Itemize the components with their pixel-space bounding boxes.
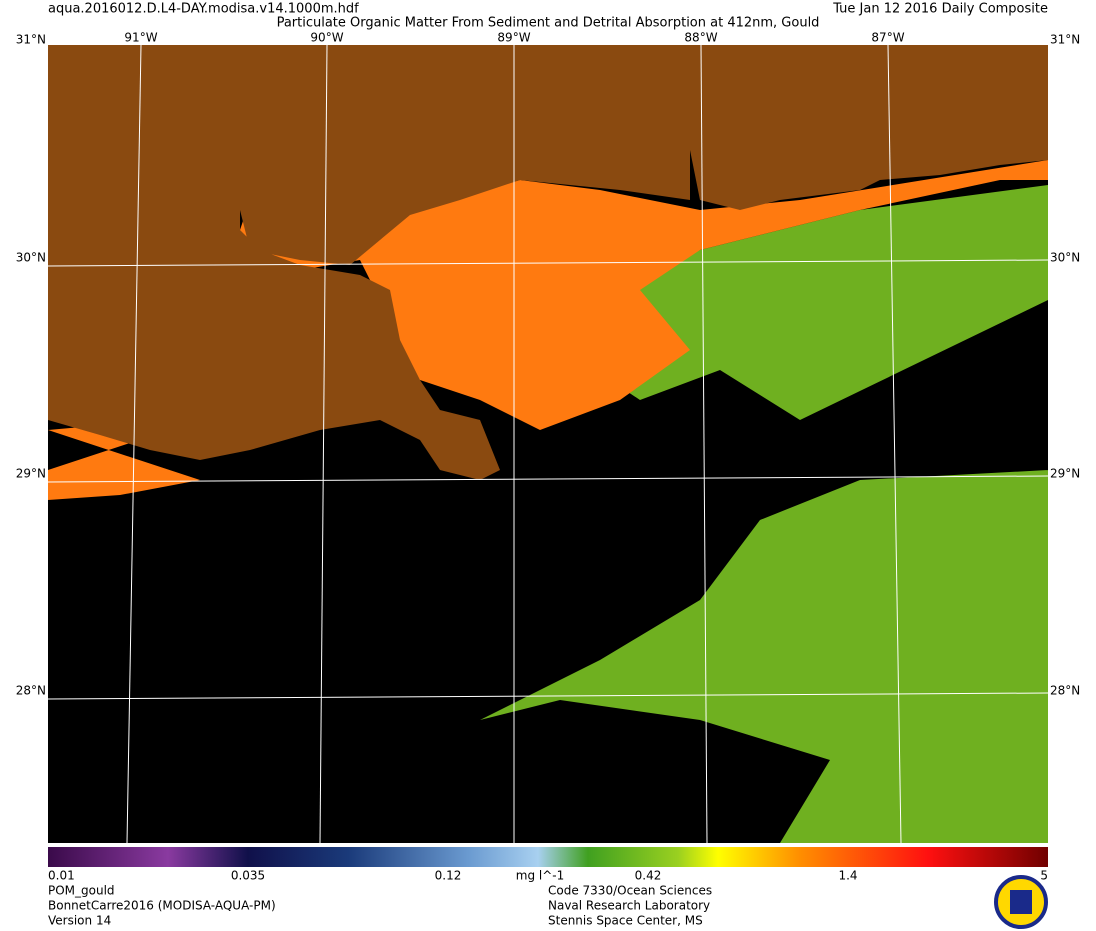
lat-line (47, 475, 1049, 483)
colorbar-tick-label: 0.035 (231, 869, 265, 883)
land (48, 45, 1048, 480)
lat-label: 29°N (16, 467, 46, 481)
colorbar (48, 847, 1048, 867)
lat-label: 28°N (16, 684, 46, 698)
map (47, 44, 1049, 844)
colorbar-unit: mg l^-1 (516, 869, 564, 883)
colorbar-tick-label: 0.42 (635, 869, 662, 883)
colorbar-tick-label: 0.12 (435, 869, 462, 883)
lon-label: 90°W (310, 31, 343, 45)
lat-label: 30°N (1050, 251, 1080, 265)
lon-label: 87°W (871, 31, 904, 45)
lat-label: 28°N (1050, 684, 1080, 698)
header: aqua.2016012.D.L4-DAY.modisa.v14.1000m.h… (48, 2, 1048, 31)
graticule (47, 44, 1049, 844)
footer-left: BonnetCarre2016 (MODISA-AQUA-PM) (48, 899, 276, 913)
colorbar-tick-label: 1.4 (838, 869, 857, 883)
lon-label: 88°W (684, 31, 717, 45)
date: Tue Jan 12 2016 Daily Composite (832, 2, 1048, 17)
lon-label: 89°W (497, 31, 530, 45)
lat-label: 30°N (16, 251, 46, 265)
logo (994, 875, 1048, 929)
footer-right: Naval Research Laboratory (548, 899, 710, 913)
lat-line (47, 692, 1049, 700)
file-name: aqua.2016012.D.L4-DAY.modisa.v14.1000m.h… (48, 2, 359, 17)
lat-label: 29°N (1050, 467, 1080, 481)
footer-right: Stennis Space Center, MS (548, 914, 703, 928)
lon-label: 91°W (124, 31, 157, 45)
map-title: Particulate Organic Matter From Sediment… (277, 16, 820, 31)
lat-line (47, 259, 1049, 267)
lat-label: 31°N (16, 33, 46, 47)
lon-line (126, 44, 142, 844)
lon-line (887, 44, 902, 844)
footer-left: POM_gould (48, 884, 115, 898)
colorbar-ticks: 0.01 0.035 0.12 0.42 1.4 5 (48, 869, 1048, 883)
colorbar-tick-label: 5 (1040, 869, 1048, 883)
lat-label: 31°N (1050, 33, 1080, 47)
lon-line (700, 44, 708, 844)
footer-left: Version 14 (48, 914, 111, 928)
footer-right: Code 7330/Ocean Sciences (548, 884, 712, 898)
lon-line (319, 44, 328, 844)
colorbar-tick-label: 0.01 (48, 869, 75, 883)
